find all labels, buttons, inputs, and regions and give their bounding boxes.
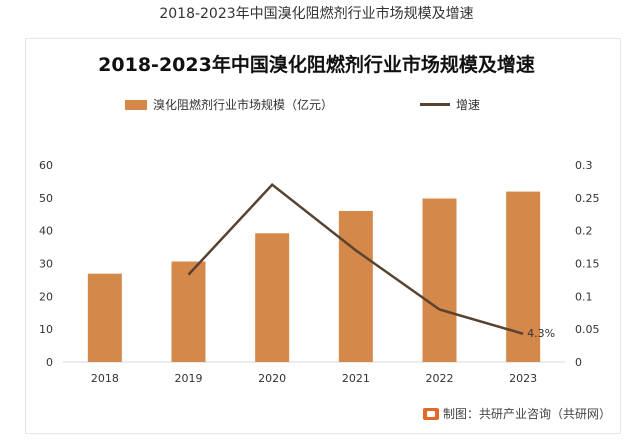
- y-right-tick-label: 0.25: [575, 192, 600, 205]
- growth-line: [187, 183, 524, 335]
- x-tick-label: 2018: [91, 372, 119, 385]
- data-label: 4.3%: [527, 327, 555, 340]
- x-tick-label: 2019: [175, 372, 203, 385]
- y-right-tick-label: 0.05: [575, 323, 600, 336]
- x-tick-label: 2021: [342, 372, 370, 385]
- y-right-tick-label: 0.3: [575, 159, 593, 172]
- y-right-tick-label: 0: [575, 356, 582, 369]
- y-left-tick-label: 30: [39, 258, 53, 271]
- y-right-tick-label: 0.15: [575, 258, 600, 271]
- y-left-tick-label: 0: [46, 356, 53, 369]
- page-caption: 2018-2023年中国溴化阻燃剂行业市场规模及增速: [159, 6, 474, 22]
- legend-item-market-size: 溴化阻燃剂行业市场规模（亿元）: [125, 96, 333, 113]
- x-tick-label: 2023: [509, 372, 537, 385]
- bar: [422, 198, 457, 362]
- bar: [87, 273, 122, 362]
- y-left-tick-label: 60: [39, 159, 53, 172]
- x-tick-label: 2020: [258, 372, 286, 385]
- y-left-tick-label: 10: [39, 323, 53, 336]
- bar: [171, 261, 206, 362]
- y-right-tick-label: 0.2: [575, 225, 593, 238]
- legend-label-growth: 增速: [456, 98, 481, 112]
- y-right-tick-label: 0.1: [575, 290, 593, 303]
- legend-bar-swatch: [125, 99, 147, 110]
- y-left-tick-label: 20: [39, 290, 53, 303]
- legend-item-growth: 增速: [420, 96, 480, 113]
- source-credit: 制图：共研产业咨询（共研网）: [422, 405, 611, 422]
- legend-line-swatch: [420, 103, 450, 106]
- y-left-tick-label: 50: [39, 192, 53, 205]
- chart-title: 2018-2023年中国溴化阻燃剂行业市场规模及增速: [98, 54, 535, 76]
- bar: [338, 210, 373, 362]
- x-tick-label: 2022: [426, 372, 454, 385]
- bar: [255, 233, 290, 362]
- y-left-tick-label: 40: [39, 225, 53, 238]
- company-logo-icon: [422, 407, 439, 420]
- source-text: 制图：共研产业咨询（共研网）: [442, 407, 611, 421]
- legend-label-market-size: 溴化阻燃剂行业市场规模（亿元）: [153, 98, 334, 112]
